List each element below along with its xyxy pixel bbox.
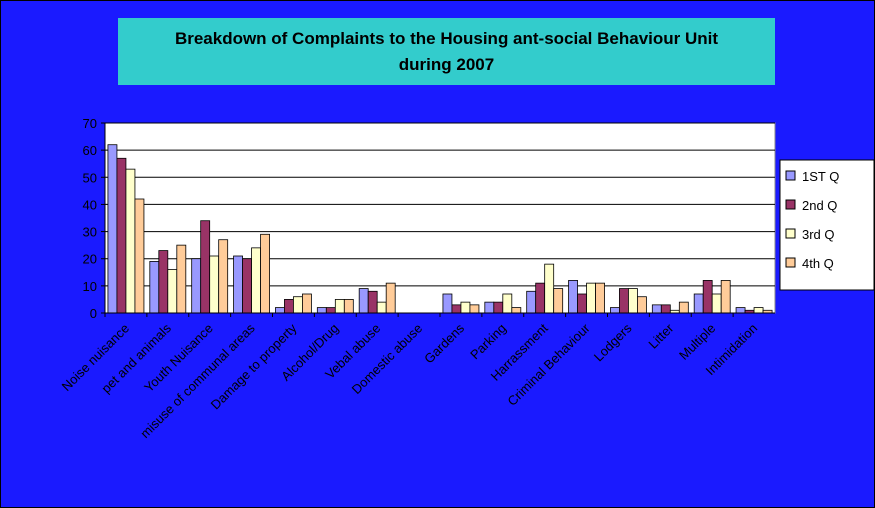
y-tick-label: 10 <box>83 279 97 294</box>
bar <box>107 144 118 314</box>
y-tick-label: 30 <box>83 225 97 240</box>
bar <box>469 304 480 314</box>
bar <box>535 282 546 314</box>
bar <box>511 307 522 314</box>
y-tick-label: 0 <box>90 306 97 321</box>
bar <box>260 233 270 314</box>
bar <box>251 247 261 314</box>
bar <box>233 255 243 314</box>
bar <box>619 288 629 314</box>
bar <box>678 301 689 314</box>
bar <box>343 299 354 314</box>
y-tick-label: 50 <box>83 170 97 185</box>
legend-swatch <box>785 228 796 239</box>
y-tick-label: 60 <box>83 143 97 158</box>
legend-swatch <box>785 199 796 210</box>
bar <box>209 255 220 314</box>
bar <box>302 293 312 314</box>
bar <box>451 304 462 314</box>
bar <box>376 301 387 314</box>
y-tick-label: 40 <box>83 197 97 212</box>
bar <box>553 288 564 314</box>
bar <box>702 280 713 314</box>
legend-label: 1ST Q <box>802 169 839 184</box>
bar <box>651 304 662 314</box>
legend-label: 4th Q <box>802 256 834 271</box>
bar <box>720 280 731 314</box>
bar <box>442 293 453 314</box>
bar <box>735 307 746 314</box>
bar <box>218 239 229 314</box>
bar <box>526 290 537 314</box>
legend-box <box>779 159 875 291</box>
y-tick-label: 70 <box>83 116 97 131</box>
bar <box>284 299 294 314</box>
bar <box>200 220 211 314</box>
bar <box>293 296 303 314</box>
bar <box>577 293 587 314</box>
bar <box>544 263 555 314</box>
bar <box>711 293 722 314</box>
legend-label: 3rd Q <box>802 227 835 242</box>
legend-swatch <box>785 257 796 268</box>
bar <box>753 307 764 314</box>
bar <box>367 290 378 314</box>
bar <box>385 282 396 314</box>
bar <box>502 293 513 314</box>
bar <box>586 282 596 314</box>
bar <box>116 157 127 314</box>
legend-swatch <box>785 170 796 181</box>
bar <box>325 307 336 314</box>
bar <box>167 269 178 314</box>
bar <box>595 282 605 314</box>
bar <box>158 250 169 314</box>
bar <box>191 258 202 314</box>
legend-label: 2nd Q <box>802 198 837 213</box>
bar <box>628 288 638 314</box>
bar <box>125 168 136 314</box>
chart-title: Breakdown of Complaints to the Housing a… <box>118 18 775 85</box>
bar <box>334 299 345 314</box>
bar <box>358 288 369 314</box>
bar <box>134 198 145 314</box>
bar <box>176 244 187 314</box>
bar <box>275 307 285 314</box>
bar <box>637 296 647 314</box>
bar <box>568 280 578 314</box>
bar <box>484 301 495 314</box>
bar <box>610 307 620 314</box>
bar <box>460 301 471 314</box>
bar <box>693 293 704 314</box>
bar <box>242 258 252 314</box>
bar <box>493 301 504 314</box>
bar <box>316 307 327 314</box>
y-tick-label: 20 <box>83 252 97 267</box>
bar <box>149 261 160 314</box>
bar <box>660 304 671 314</box>
